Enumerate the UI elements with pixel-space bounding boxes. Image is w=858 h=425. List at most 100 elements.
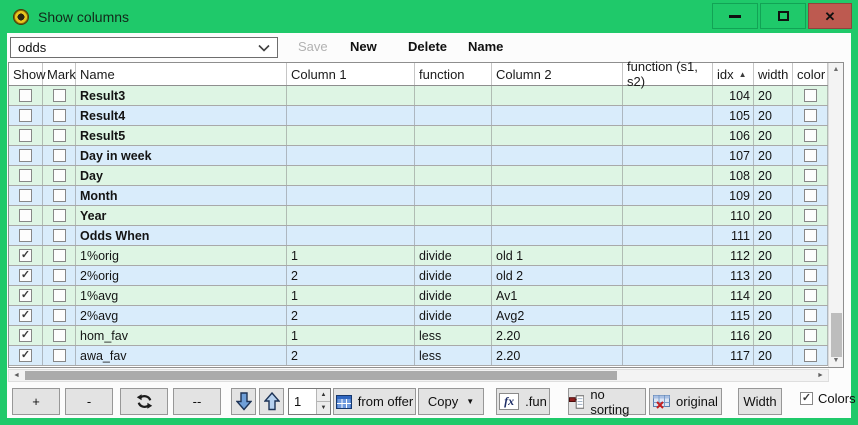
show-checkbox[interactable]: ✓ [19,329,32,342]
colors-checkbox[interactable]: ✓ [800,392,813,405]
close-button[interactable]: ✕ [808,3,852,29]
table-row[interactable]: ✓ 2%orig 2 divide old 2 113 20 [9,266,843,286]
mark-checkbox[interactable] [52,209,66,222]
show-checkbox[interactable]: ✓ [19,289,32,302]
mark-checkbox[interactable] [52,89,66,102]
idx-cell[interactable]: 117 [713,346,754,365]
table-row[interactable]: ✓ awa_fav 2 less 2.20 117 20 [9,346,843,366]
color-checkbox[interactable] [803,249,817,262]
show-checkbox[interactable]: ✓ [19,269,32,282]
color-checkbox[interactable] [803,309,817,322]
scroll-up-icon[interactable]: ▲ [832,66,840,73]
idx-cell[interactable]: 113 [713,266,754,285]
name-cell[interactable]: Day in week [76,146,287,165]
fn-cell[interactable] [415,206,492,225]
col2-cell[interactable] [492,146,623,165]
mark-checkbox[interactable] [52,269,66,282]
move-up-button[interactable] [259,388,284,415]
width-button[interactable]: Width [738,388,782,415]
width-cell[interactable]: 20 [754,106,793,125]
idx-cell[interactable]: 110 [713,206,754,225]
width-cell[interactable]: 20 [754,166,793,185]
name-cell[interactable]: 1%avg [76,286,287,305]
col1-cell[interactable] [287,106,415,125]
name-cell[interactable]: Odds When [76,226,287,245]
col1-cell[interactable] [287,186,415,205]
col2-cell[interactable]: old 1 [492,246,623,265]
table-row[interactable]: Result5 106 20 [9,126,843,146]
width-cell[interactable]: 20 [754,206,793,225]
col2-cell[interactable] [492,226,623,245]
color-checkbox[interactable] [803,189,817,202]
fun-button[interactable]: fx .fun [496,388,550,415]
width-cell[interactable]: 20 [754,186,793,205]
scroll-left-icon[interactable]: ◄ [13,372,20,379]
mark-checkbox[interactable] [52,169,66,182]
table-row[interactable]: Month 109 20 [9,186,843,206]
column-header-name[interactable]: Name [76,63,287,85]
fn-cell[interactable] [415,126,492,145]
show-checkbox[interactable] [19,149,32,162]
name-cell[interactable]: 2%orig [76,266,287,285]
width-cell[interactable]: 20 [754,306,793,325]
col1-cell[interactable] [287,86,415,105]
horizontal-scrollbar[interactable]: ◄ ► [8,369,829,382]
idx-cell[interactable]: 111 [713,226,754,245]
column-header-color[interactable]: color [793,63,828,85]
fns-cell[interactable] [623,106,713,125]
col1-cell[interactable]: 1 [287,326,415,345]
show-checkbox[interactable] [19,129,32,142]
idx-cell[interactable]: 108 [713,166,754,185]
fn-cell[interactable] [415,106,492,125]
idx-cell[interactable]: 115 [713,306,754,325]
color-checkbox[interactable] [803,169,817,182]
col1-cell[interactable]: 2 [287,266,415,285]
idx-cell[interactable]: 114 [713,286,754,305]
col2-cell[interactable] [492,106,623,125]
col1-cell[interactable]: 1 [287,246,415,265]
color-checkbox[interactable] [803,109,817,122]
width-cell[interactable]: 20 [754,266,793,285]
show-checkbox[interactable] [19,89,32,102]
name-cell[interactable]: Result4 [76,106,287,125]
column-header-col1[interactable]: Column 1 [287,63,415,85]
fns-cell[interactable] [623,326,713,345]
mark-checkbox[interactable] [52,229,66,242]
vertical-scrollbar[interactable]: ▲ ▼ [828,63,843,367]
col1-cell[interactable] [287,146,415,165]
no-sorting-button[interactable]: no sorting [568,387,646,417]
mark-checkbox[interactable] [52,349,66,362]
titlebar[interactable]: Show columns ✕ [0,0,858,33]
fn-cell[interactable] [415,166,492,185]
width-cell[interactable]: 20 [754,226,793,245]
table-row[interactable]: Year 110 20 [9,206,843,226]
double-minus-button[interactable]: -- [173,388,221,415]
vertical-scrollbar-thumb[interactable] [831,313,842,357]
name-cell[interactable]: Result3 [76,86,287,105]
fn-cell[interactable]: divide [415,266,492,285]
column-header-col2[interactable]: Column 2 [492,63,623,85]
show-checkbox[interactable] [19,169,32,182]
fn-cell[interactable]: divide [415,306,492,325]
col2-cell[interactable] [492,186,623,205]
table-row[interactable]: ✓ 2%avg 2 divide Avg2 115 20 [9,306,843,326]
color-checkbox[interactable] [803,209,817,222]
refresh-button[interactable] [120,388,168,415]
fns-cell[interactable] [623,306,713,325]
column-header-fns[interactable]: function (s1, s2) [623,59,713,89]
col2-cell[interactable]: old 2 [492,266,623,285]
mark-checkbox[interactable] [52,309,66,322]
name-cell[interactable]: Result5 [76,126,287,145]
column-header-show[interactable]: Show [9,63,46,85]
idx-cell[interactable]: 104 [713,86,754,105]
col1-cell[interactable]: 2 [287,306,415,325]
show-checkbox[interactable] [19,109,32,122]
width-cell[interactable]: 20 [754,86,793,105]
col1-cell[interactable] [287,226,415,245]
mark-checkbox[interactable] [52,189,66,202]
col2-cell[interactable]: Av1 [492,286,623,305]
table-row[interactable]: ✓ hom_fav 1 less 2.20 116 20 [9,326,843,346]
name-cell[interactable]: awa_fav [76,346,287,365]
width-cell[interactable]: 20 [754,126,793,145]
idx-cell[interactable]: 106 [713,126,754,145]
